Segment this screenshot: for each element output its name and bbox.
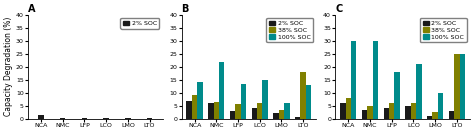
- Legend: 2% SOC, 38% SOC, 100% SOC: 2% SOC, 38% SOC, 100% SOC: [420, 18, 467, 42]
- Bar: [241, 84, 246, 119]
- Bar: [125, 118, 130, 119]
- Bar: [147, 118, 152, 119]
- Bar: [219, 62, 225, 119]
- Bar: [279, 110, 284, 119]
- Bar: [103, 118, 109, 119]
- Legend: 2% SOC, 38% SOC, 100% SOC: 2% SOC, 38% SOC, 100% SOC: [266, 18, 313, 42]
- Bar: [301, 72, 306, 119]
- Bar: [60, 118, 65, 119]
- Bar: [252, 108, 257, 119]
- Bar: [214, 102, 219, 119]
- Bar: [432, 112, 438, 119]
- Bar: [454, 54, 459, 119]
- Bar: [38, 115, 44, 119]
- Bar: [192, 95, 197, 119]
- Bar: [186, 100, 192, 119]
- Bar: [410, 103, 416, 119]
- Text: A: A: [28, 4, 36, 14]
- Bar: [257, 103, 263, 119]
- Bar: [284, 103, 290, 119]
- Bar: [449, 111, 454, 119]
- Bar: [389, 103, 394, 119]
- Bar: [235, 104, 241, 119]
- Bar: [263, 80, 268, 119]
- Bar: [459, 54, 465, 119]
- Text: B: B: [182, 4, 189, 14]
- Bar: [351, 41, 356, 119]
- Bar: [362, 110, 367, 119]
- Bar: [373, 41, 378, 119]
- Bar: [394, 72, 400, 119]
- Legend: 2% SOC: 2% SOC: [120, 18, 159, 29]
- Bar: [82, 118, 87, 119]
- Bar: [208, 103, 214, 119]
- Text: C: C: [335, 4, 342, 14]
- Bar: [416, 64, 421, 119]
- Bar: [438, 93, 443, 119]
- Bar: [295, 117, 301, 119]
- Y-axis label: Capacity Degradation (%): Capacity Degradation (%): [4, 17, 13, 117]
- Bar: [346, 98, 351, 119]
- Bar: [427, 116, 432, 119]
- Bar: [340, 103, 346, 119]
- Bar: [405, 106, 410, 119]
- Bar: [273, 114, 279, 119]
- Bar: [383, 108, 389, 119]
- Bar: [197, 82, 203, 119]
- Bar: [306, 85, 311, 119]
- Bar: [367, 106, 373, 119]
- Bar: [230, 111, 235, 119]
